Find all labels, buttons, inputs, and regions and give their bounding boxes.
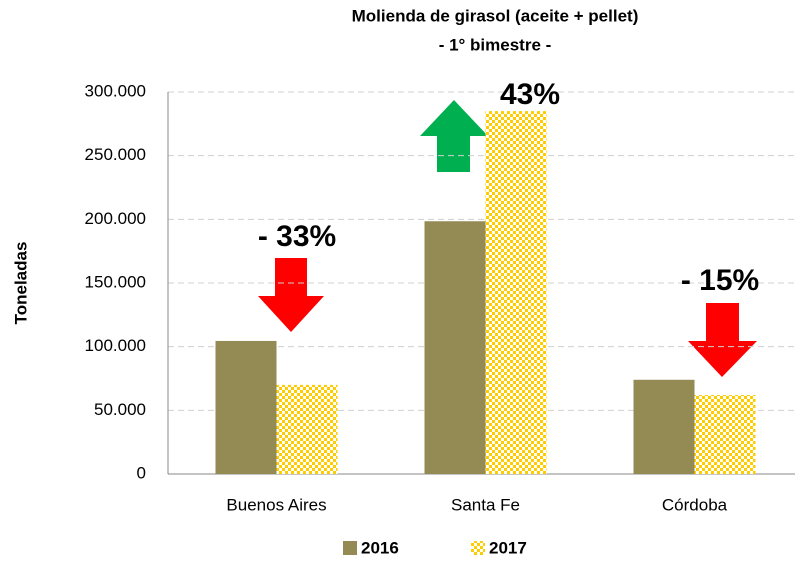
up-arrow	[420, 100, 488, 172]
legend-label: 2017	[489, 538, 527, 557]
chart-subtitle: - 1° bimestre -	[439, 35, 552, 54]
x-tick-label: Buenos Aires	[226, 495, 326, 514]
bar	[633, 379, 695, 474]
y-tick-label: 50.000	[94, 400, 146, 419]
y-tick-label: 200.000	[85, 209, 146, 228]
bar	[276, 384, 338, 474]
bar	[215, 340, 277, 474]
bar	[424, 221, 486, 474]
y-tick-label: 100.000	[85, 336, 146, 355]
bar	[694, 395, 756, 474]
legend-swatch	[471, 541, 485, 555]
down-arrow	[258, 258, 324, 332]
legend-swatch	[343, 541, 357, 555]
down-arrow	[688, 303, 757, 377]
annotation: - 15%	[681, 264, 759, 297]
y-tick-label: 150.000	[85, 272, 146, 291]
annotation: 43%	[500, 78, 560, 111]
y-axis-title: Toneladas	[11, 242, 30, 325]
legend-label: 2016	[361, 538, 399, 557]
y-tick-label: 300.000	[85, 81, 146, 100]
chart-title: Molienda de girasol (aceite + pellet)	[352, 6, 639, 25]
x-tick-label: Córdoba	[662, 495, 728, 514]
bar	[485, 111, 547, 474]
y-tick-label: 0	[137, 463, 146, 482]
annotation: - 33%	[258, 220, 336, 253]
y-tick-label: 250.000	[85, 145, 146, 164]
x-tick-label: Santa Fe	[451, 495, 520, 514]
